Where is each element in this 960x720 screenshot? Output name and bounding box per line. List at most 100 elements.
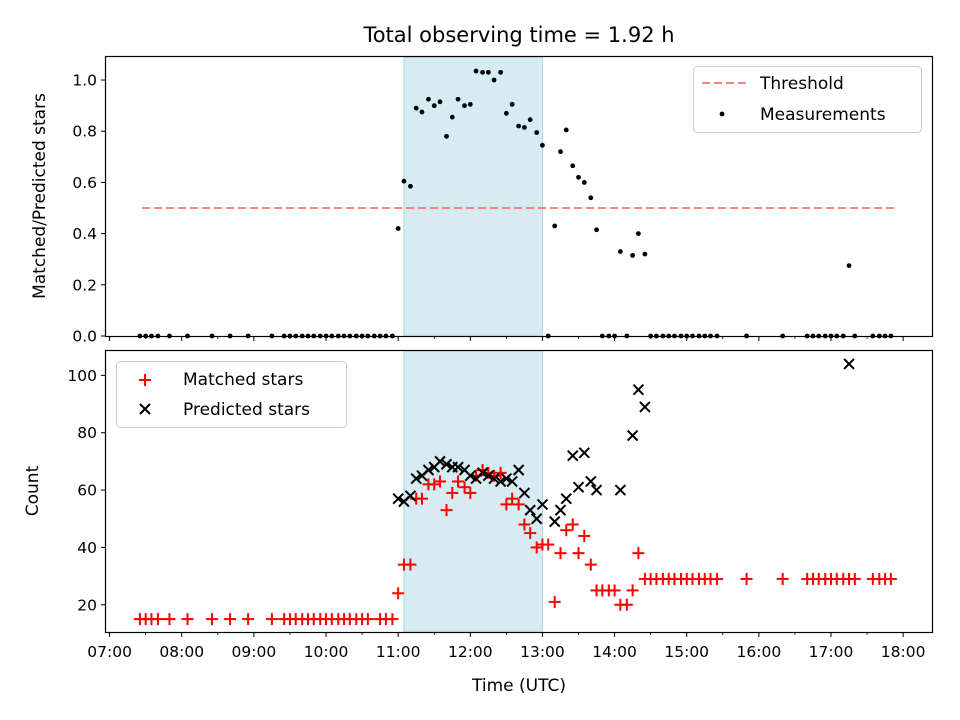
- predicted-star-marker: [530, 513, 543, 525]
- matched-star-marker: [542, 538, 555, 551]
- predicted-star-markers: [392, 358, 855, 528]
- matched-star-marker: [848, 572, 861, 585]
- predicted-star-marker: [585, 475, 597, 488]
- bottom-y-axis-label: Count: [23, 465, 43, 516]
- bottom-legend-box: [116, 361, 347, 428]
- matched-star-marker: [446, 486, 459, 499]
- top-legend: Threshold Measurements: [693, 66, 922, 133]
- measurement-point: [527, 117, 533, 123]
- matched-star-marker: [740, 572, 753, 585]
- measurement-point: [462, 103, 467, 109]
- predicted-star-marker: [536, 498, 549, 511]
- top-y-ticks: 0.0 0.2 0.4 0.6 0.8 1.0: [72, 72, 106, 346]
- predicted-star-marker: [476, 467, 489, 479]
- matched-star-marker: [560, 524, 573, 537]
- matched-star-marker: [554, 547, 567, 560]
- predicted-star-marker: [500, 472, 513, 485]
- matched-star-marker: [500, 498, 513, 511]
- predicted-star-marker: [590, 484, 603, 496]
- measurement-point: [552, 223, 558, 229]
- matched-star-marker: [265, 613, 278, 626]
- measurement-point: [630, 252, 636, 258]
- measurement-point: [449, 114, 455, 120]
- predicted-star-marker: [488, 472, 500, 485]
- matched-star-marker: [224, 613, 237, 626]
- matched-star-marker: [884, 572, 897, 585]
- predicted-star-marker: [482, 470, 495, 482]
- measurement-point: [408, 183, 413, 189]
- bottom-y-ticks: 20 40 60 80 100: [67, 367, 106, 614]
- legend-threshold-label: Threshold: [759, 74, 844, 94]
- matched-star-markers: [133, 463, 897, 626]
- measurement-point: [485, 69, 491, 75]
- predicted-star-marker: [464, 470, 477, 482]
- measurement-point: [563, 127, 569, 133]
- measurement-point: [455, 96, 461, 102]
- measurement-point: [635, 231, 641, 237]
- predicted-star-marker: [554, 504, 567, 516]
- matched-star-marker: [434, 475, 447, 488]
- measurement-point: [570, 163, 576, 169]
- predicted-star-marker: [422, 464, 435, 476]
- bottom-panel: 20 40 60 80 100 07:00 08:00 09:00 10:00 11:00 12:…: [23, 349, 934, 696]
- predicted-star-marker: [639, 401, 651, 413]
- top-ytick-label: 0.8: [72, 123, 97, 141]
- matched-star-marker: [530, 541, 543, 554]
- measurement-point: [444, 133, 449, 139]
- measurement-point: [498, 69, 504, 75]
- legend-measurement-swatch: [719, 111, 725, 117]
- matched-star-marker: [608, 584, 621, 597]
- measurement-point: [491, 77, 497, 83]
- measurement-point: [509, 101, 515, 107]
- measurement-point: [617, 249, 623, 254]
- matched-star-marker: [572, 547, 585, 560]
- measurement-point: [522, 124, 527, 130]
- predicted-star-marker: [434, 455, 446, 468]
- matched-star-marker: [392, 587, 405, 600]
- matched-star-marker: [494, 466, 507, 479]
- matched-star-marker: [548, 595, 561, 608]
- top-ytick-label: 0.6: [72, 174, 97, 192]
- matched-star-marker: [506, 492, 519, 505]
- predicted-star-marker: [626, 429, 639, 442]
- top-ytick-label: 0.0: [72, 328, 97, 346]
- measurement-point: [846, 263, 852, 269]
- top-y-axis-label: Matched/Predicted stars: [30, 93, 50, 299]
- legend-matched-swatch: [139, 374, 151, 386]
- matched-star-marker: [452, 475, 465, 488]
- chart-title: Total observing time = 1.92 h: [362, 23, 674, 47]
- matched-star-marker: [415, 492, 428, 505]
- measurement-point: [558, 149, 563, 155]
- matched-star-marker: [632, 547, 645, 560]
- xtick-label: 09:00: [232, 643, 277, 661]
- measurement-point: [540, 142, 545, 148]
- xtick-label: 16:00: [737, 643, 782, 661]
- xtick-label: 17:00: [809, 643, 854, 661]
- predicted-star-marker: [614, 484, 627, 496]
- measurement-point: [503, 110, 509, 116]
- predicted-star-marker: [843, 358, 855, 370]
- predicted-star-marker: [524, 504, 536, 516]
- measurement-point: [516, 123, 522, 129]
- matched-star-marker: [464, 486, 477, 499]
- matched-star-marker: [711, 572, 724, 585]
- predicted-star-marker: [410, 472, 422, 485]
- xtick-label: 07:00: [87, 643, 132, 661]
- matched-star-marker: [428, 478, 441, 491]
- matched-star-marker: [566, 518, 579, 531]
- legend-matched-label: Matched stars: [183, 370, 303, 390]
- measurement-point: [576, 174, 581, 180]
- predicted-star-marker: [404, 490, 417, 502]
- legend-predicted-label: Predicted stars: [183, 400, 310, 420]
- xtick-label: 11:00: [376, 643, 421, 661]
- matched-star-marker: [518, 518, 531, 531]
- predicted-star-marker: [518, 487, 531, 499]
- measurement-point: [480, 69, 485, 75]
- top-ytick-label: 1.0: [72, 72, 97, 90]
- xtick-label: 14:00: [592, 643, 637, 661]
- bottom-ytick-label: 100: [67, 367, 97, 385]
- matched-star-marker: [578, 529, 591, 542]
- matched-star-marker: [524, 527, 537, 540]
- top-axes-frame: [104, 55, 934, 338]
